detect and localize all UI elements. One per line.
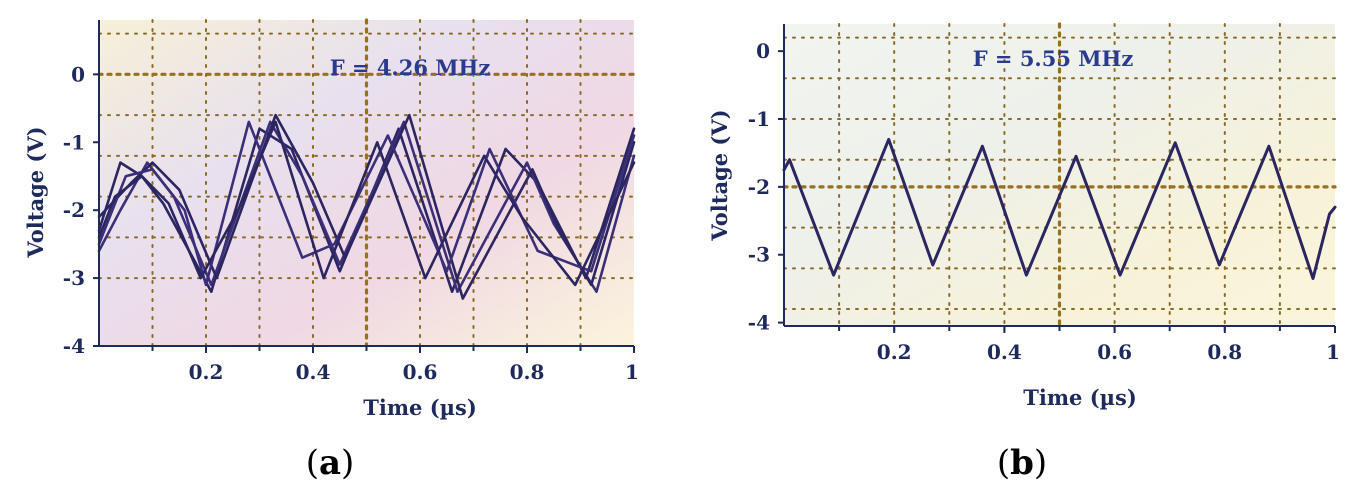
panel-label-b-open: ( <box>997 443 1010 483</box>
x-tick-label: 1 <box>625 360 639 384</box>
panel-label-a-close: ) <box>341 443 354 483</box>
y-tick-label: 0 <box>756 39 770 63</box>
ticks-a: 0.2 0.4 0.6 0.8 1 0 -1 -2 -3 -4 <box>63 62 639 384</box>
y-tick-label: -1 <box>748 107 770 131</box>
frequency-annotation-b: F = 5.55 MHz <box>973 46 1134 71</box>
x-tick-label: 0.4 <box>987 340 1022 364</box>
x-axis-title-b: Time (µs) <box>1023 385 1137 410</box>
x-axis-title-a: Time (µs) <box>363 395 477 420</box>
panel-label-a-open: ( <box>306 443 319 483</box>
grid-a <box>97 18 636 348</box>
chart-panel-b: 0.2 0.4 0.6 0.8 1 0 -1 -2 -3 -4 F = 5.55 MHz Time… <box>707 22 1340 483</box>
traces-a <box>97 113 636 300</box>
x-tick-label: 0.8 <box>1207 340 1242 364</box>
x-tick-label: 0.8 <box>510 360 545 384</box>
y-axis-title-b: Voltage (V) <box>707 109 732 241</box>
chart-panel-a: 0.2 0.4 0.6 0.8 1 0 -1 -2 -3 -4 F = 4.26 MHz Time… <box>23 18 639 483</box>
traces-b <box>782 137 1337 280</box>
y-tick-label: -3 <box>63 266 85 290</box>
x-tick-label: 0.2 <box>189 360 224 384</box>
x-tick-label: 1 <box>1326 340 1340 364</box>
series-trace-2-line <box>97 120 636 294</box>
y-tick-label: -3 <box>748 243 770 267</box>
series-trace-1-line <box>782 137 1337 280</box>
x-tick-label: 0.2 <box>877 340 912 364</box>
series-trace-4-line <box>97 120 636 287</box>
y-tick-label: 0 <box>71 62 85 86</box>
panel-label-b-close: ) <box>1034 443 1047 483</box>
x-tick-label: 0.6 <box>1097 340 1132 364</box>
y-axis-title-a: Voltage (V) <box>23 126 48 258</box>
panel-label-a: (a) <box>306 443 355 483</box>
y-tick-label: -4 <box>748 311 770 335</box>
y-tick-label: -4 <box>63 334 85 358</box>
ticks-b: 0.2 0.4 0.6 0.8 1 0 -1 -2 -3 -4 <box>748 39 1340 364</box>
x-tick-label: 0.4 <box>296 360 331 384</box>
y-tick-label: -2 <box>63 198 85 222</box>
panel-label-a-letter: a <box>319 443 341 483</box>
y-tick-label: -2 <box>748 175 770 199</box>
grid-b <box>782 22 1337 328</box>
frequency-annotation-a: F = 4.26 MHz <box>330 55 491 80</box>
panel-label-b: (b) <box>997 443 1047 483</box>
series-trace-3-line <box>97 113 636 300</box>
x-tick-label: 0.6 <box>403 360 438 384</box>
series-trace-5-line <box>97 120 636 287</box>
panel-label-b-letter: b <box>1010 443 1034 483</box>
y-tick-label: -1 <box>63 130 85 154</box>
